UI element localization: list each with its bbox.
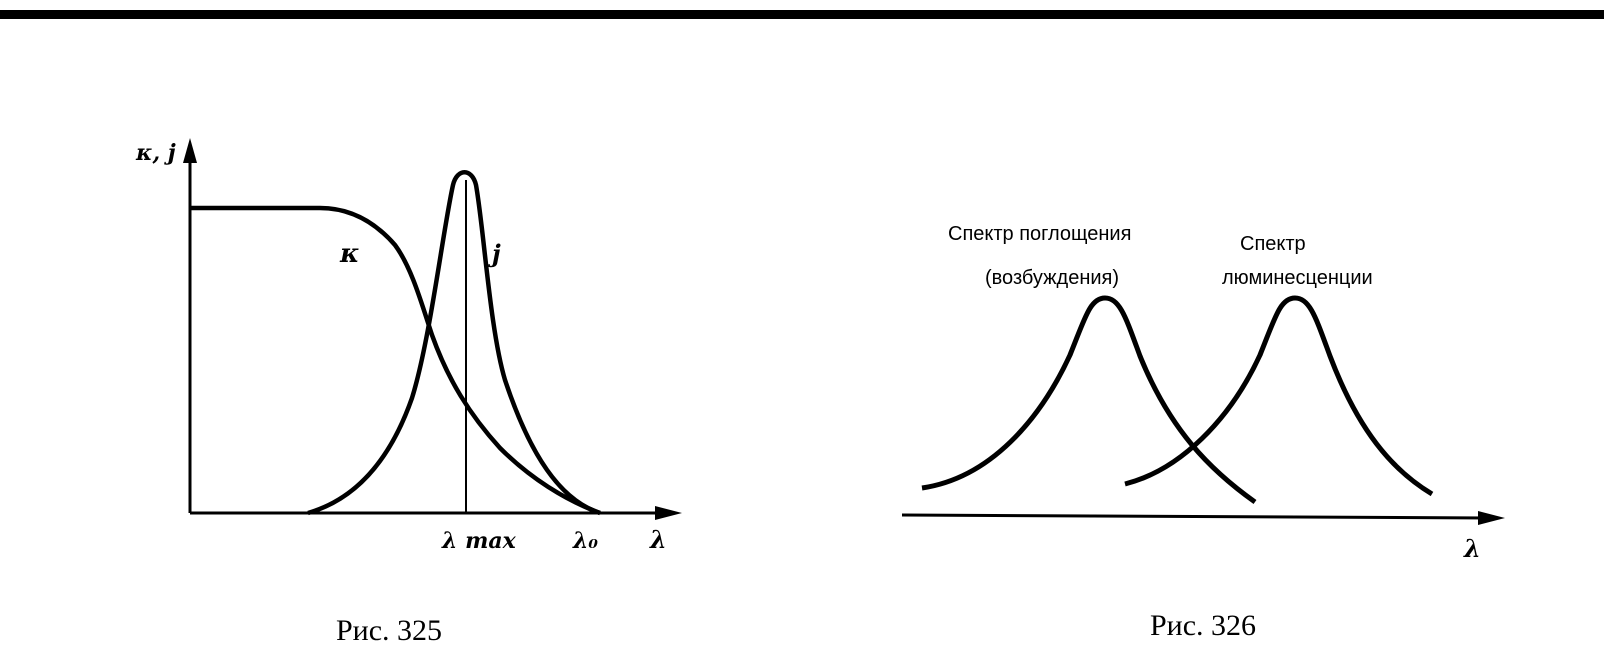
fig326-luminescence-label-line2: люминесценции — [1222, 267, 1373, 289]
fig326-absorption-label-line2: (возбуждения) — [985, 267, 1119, 289]
fig326-x-axis-label: λ — [1463, 534, 1481, 563]
fig325-caption: Рис. 325 — [336, 614, 442, 647]
fig325-x-axis-arrow — [655, 506, 682, 520]
fig325-j-label: j — [488, 239, 501, 268]
fig326-absorption-curve — [921, 295, 1257, 505]
fig325-tick-lambda-0: λ₀ — [572, 528, 598, 554]
fig325-kappa-label: κ — [339, 239, 360, 269]
fig326-caption: Рис. 326 — [1150, 609, 1256, 642]
fig326-x-axis — [901, 513, 1489, 520]
fig325-y-axis-arrow — [183, 138, 197, 163]
fig326-x-axis-arrow — [1478, 511, 1505, 525]
figure-325 — [183, 138, 682, 520]
fig325-kappa-curve — [190, 205, 601, 516]
top-border-bar — [0, 10, 1604, 19]
fig325-labels: κ, j κ j λ max λ₀ λ Рис. 325 — [135, 140, 667, 647]
fig325-j-curve — [307, 170, 601, 516]
fig326-labels: Спектр поглощения (возбуждения) Спектр л… — [948, 223, 1481, 642]
fig325-tick-lambda-max: λ max — [441, 528, 517, 554]
fig326-absorption-label-line1: Спектр поглощения — [948, 223, 1131, 245]
fig325-y-axis-label: κ, j — [135, 140, 176, 166]
fig326-luminescence-curve — [1124, 295, 1434, 497]
fig325-x-axis-label: λ — [649, 525, 667, 554]
fig326-luminescence-label-line1: Спектр — [1240, 233, 1306, 255]
figure-326 — [901, 295, 1505, 525]
